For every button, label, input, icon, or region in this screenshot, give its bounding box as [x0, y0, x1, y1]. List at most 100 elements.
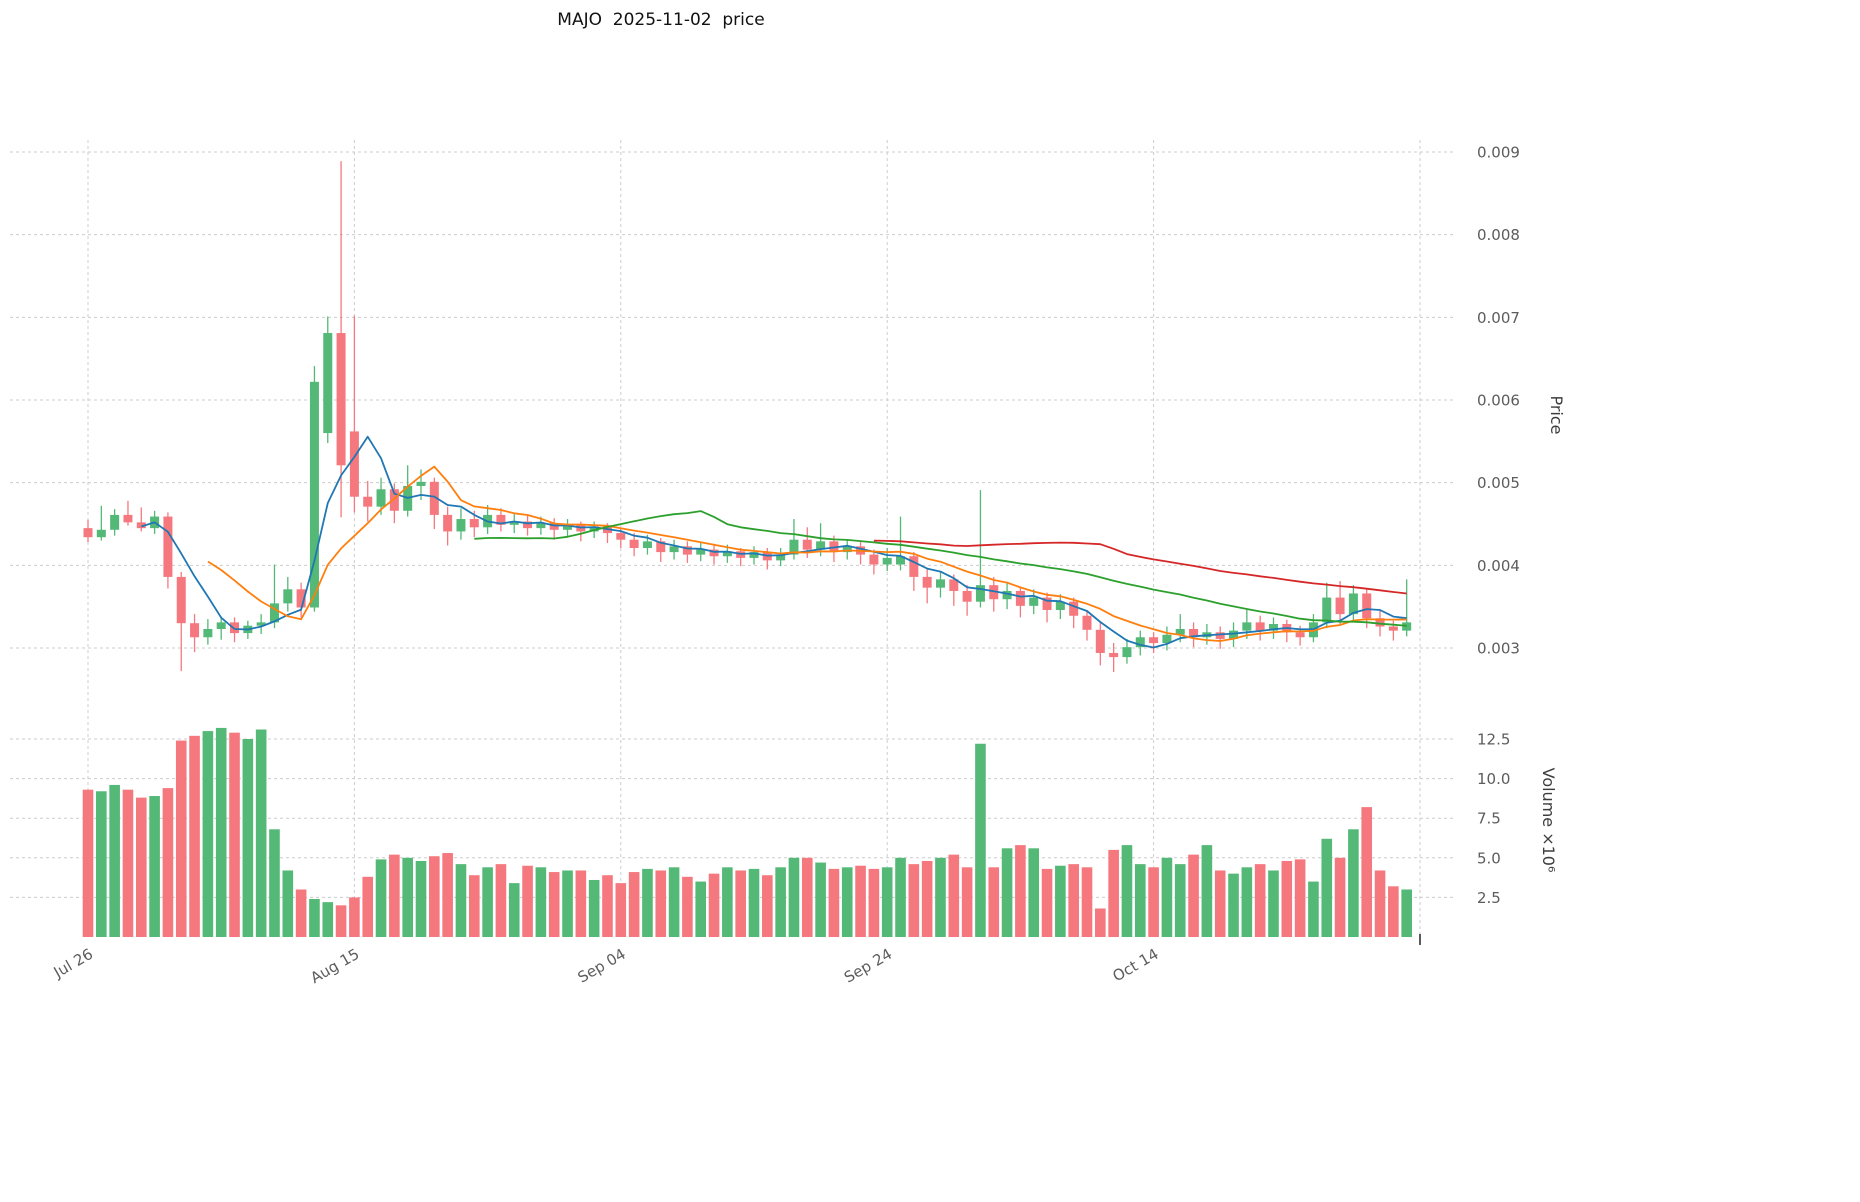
volume-bar: [349, 897, 360, 937]
volume-bars: [82, 727, 1412, 937]
candle-body: [549, 523, 559, 530]
candle-body: [389, 489, 399, 511]
candle-body: [922, 576, 932, 588]
candle-body: [1162, 634, 1172, 644]
candle: [1189, 622, 1199, 648]
candle-body: [256, 622, 266, 626]
candle-body: [1029, 597, 1039, 606]
volume-bar: [96, 791, 107, 937]
volume-bar: [881, 867, 893, 937]
volume-bar: [335, 905, 347, 937]
volume-bar: [908, 864, 920, 937]
volume-bar: [1095, 908, 1106, 937]
candle: [749, 546, 759, 565]
candle-body: [1122, 647, 1132, 658]
volume-bar: [1081, 867, 1093, 937]
candle-body: [230, 622, 240, 634]
candle-body: [1082, 615, 1092, 630]
volume-bar: [1388, 886, 1399, 937]
candle: [203, 619, 213, 645]
axis-titles: Price Volume ×10⁶: [1539, 395, 1566, 872]
volume-bar: [961, 867, 973, 937]
volume-bar: [482, 867, 493, 937]
candle-body: [776, 554, 786, 561]
volume-tick-label: 5.0: [1477, 849, 1501, 867]
volume-bar: [1068, 864, 1079, 937]
volume-bar: [868, 868, 880, 937]
candle-body: [536, 523, 546, 529]
candle-body: [962, 590, 972, 602]
candle-body: [935, 579, 945, 588]
chart-title: MAJO 2025-11-02 price: [557, 10, 765, 30]
candle-body: [1375, 618, 1385, 627]
candle: [1095, 622, 1105, 666]
candle-body: [203, 628, 213, 638]
candle-body: [749, 552, 759, 558]
candle-body: [1335, 597, 1345, 615]
candle-body: [589, 526, 599, 532]
candle: [682, 541, 692, 563]
x-tick-label: Oct 14: [1109, 945, 1161, 985]
candle-body: [909, 556, 919, 577]
candle-body: [642, 541, 652, 548]
price-tick-label: 0.004: [1477, 557, 1520, 575]
candle: [896, 516, 906, 571]
volume-bar: [1401, 889, 1412, 937]
candle-body: [1348, 593, 1358, 615]
candle-body: [83, 528, 93, 538]
volume-bar: [295, 889, 307, 937]
ma-line-MA30: [474, 510, 1407, 627]
candle: [349, 315, 359, 513]
volume-bar: [1174, 864, 1186, 937]
volume-bar: [815, 862, 826, 937]
volume-bar: [1188, 854, 1199, 937]
candle-body: [816, 541, 826, 550]
candle: [283, 576, 293, 612]
volume-bar: [269, 829, 280, 937]
candle-body: [1362, 593, 1372, 619]
volume-tick-label: 12.5: [1477, 731, 1510, 749]
volume-bar: [375, 859, 387, 937]
candle: [496, 508, 506, 532]
volume-bar: [602, 875, 613, 937]
candle-body: [896, 556, 906, 565]
ma-line-MA60: [873, 539, 1407, 595]
candle: [629, 533, 639, 557]
candle-body: [1242, 622, 1252, 631]
volume-bar: [708, 873, 720, 937]
candle-body: [882, 557, 892, 565]
candle-body: [669, 546, 679, 553]
candle-body: [376, 489, 386, 507]
candle-body: [429, 481, 439, 515]
candle: [856, 541, 866, 565]
volume-bar: [668, 867, 680, 937]
candle-body: [975, 585, 985, 602]
candle: [1135, 630, 1145, 656]
candle-body: [296, 589, 306, 608]
candle: [935, 571, 945, 598]
candle: [909, 552, 919, 591]
volume-bar: [255, 729, 267, 937]
candle-body: [949, 579, 959, 591]
candle-body: [1069, 601, 1079, 616]
candle-body: [1135, 637, 1145, 648]
volume-bar: [628, 872, 640, 937]
volume-axis-label: Volume ×10⁶: [1539, 768, 1558, 873]
volume-bar: [82, 789, 94, 937]
volume-bar: [1134, 864, 1146, 937]
candle-body: [1175, 628, 1185, 635]
x-tick-label: Sep 04: [575, 945, 629, 987]
candle-body: [1109, 652, 1119, 658]
volume-bar: [522, 865, 533, 937]
volume-bar: [1015, 845, 1026, 937]
candle: [123, 500, 133, 526]
candle-body: [696, 549, 706, 555]
volume-bar: [841, 867, 853, 937]
candle-body: [1002, 590, 1012, 600]
candle-body: [802, 539, 812, 550]
volume-bar: [762, 875, 773, 937]
volume-bar: [855, 865, 866, 937]
candle: [669, 539, 679, 560]
x-tick-labels: Jul 26 Aug 15 Sep 04 Sep 24 Oct 14: [50, 945, 1162, 987]
